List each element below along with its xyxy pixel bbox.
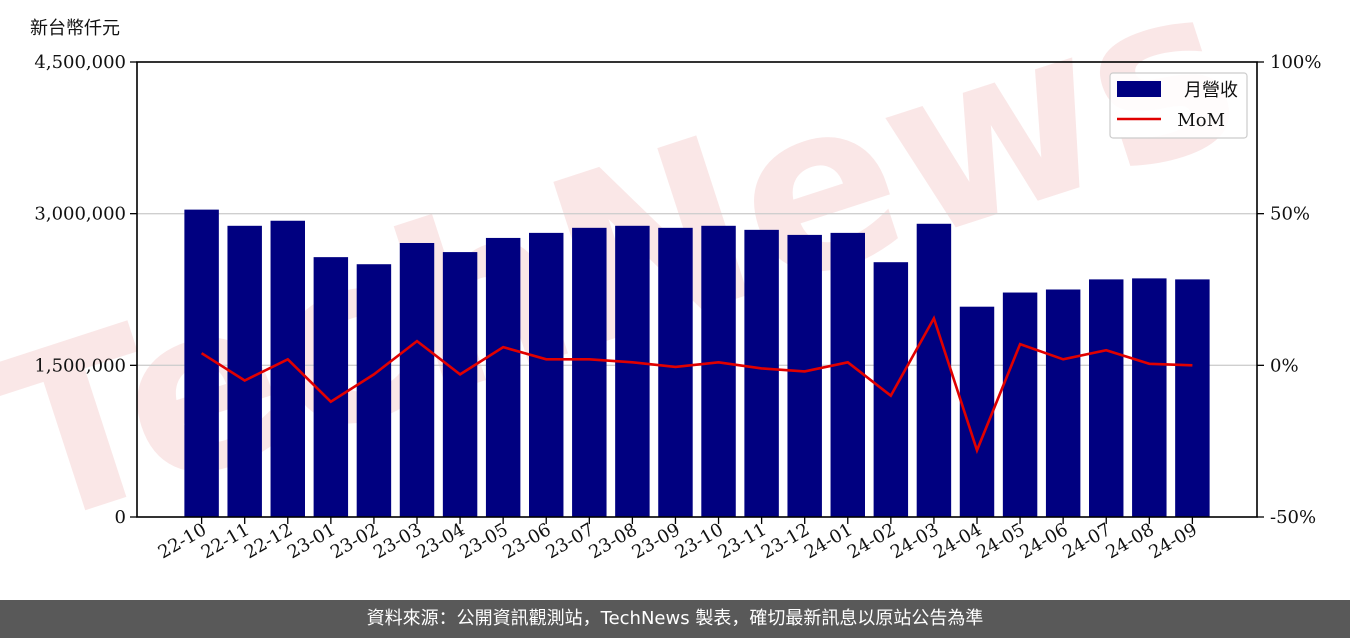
x-tick-label-24-03: 24-03 [887, 519, 942, 563]
x-tick-label-23-07: 23-07 [542, 519, 597, 563]
revenue-bar-22-12 [270, 220, 305, 517]
left-tick-label-0: 0 [115, 507, 126, 528]
revenue-bar-24-07 [1089, 279, 1124, 517]
x-tick-label-22-12: 22-12 [241, 519, 296, 563]
revenue-bar-24-02 [873, 262, 909, 517]
revenue-bar-23-01 [313, 257, 349, 517]
x-tick-label-24-01: 24-01 [801, 519, 856, 563]
x-tick-label-23-01: 23-01 [284, 519, 339, 563]
revenue-bar-23-05 [485, 237, 521, 517]
revenue-bar-24-08 [1132, 278, 1167, 517]
revenue-bar-23-08 [615, 225, 650, 518]
revenue-bar-24-03 [916, 223, 952, 517]
revenue-bar-23-10 [701, 225, 736, 518]
x-tick-label-24-05: 24-05 [973, 519, 1028, 563]
x-tick-label-24-06: 24-06 [1016, 519, 1071, 563]
revenue-bar-23-12 [787, 234, 822, 517]
x-tick-label-24-02: 24-02 [844, 519, 899, 563]
revenue-bar-22-11 [227, 225, 262, 518]
revenue-bar-23-03 [399, 242, 435, 517]
left-tick-label-2: 3,000,000 [34, 204, 126, 225]
revenue-bar-23-11 [744, 229, 779, 517]
revenue-bar-23-07 [572, 227, 607, 518]
right-tick-label-2: 50% [1270, 204, 1310, 225]
legend-label-revenue: 月營收 [1184, 80, 1238, 101]
x-tick-label-24-09: 24-09 [1145, 519, 1200, 563]
revenue-bar-24-05 [1002, 292, 1038, 517]
revenue-bar-23-04 [442, 252, 478, 518]
revenue-bar-24-06 [1045, 289, 1081, 517]
revenue-bar-23-06 [529, 232, 564, 517]
x-tick-label-24-04: 24-04 [930, 519, 985, 563]
legend-swatch-revenue [1117, 81, 1161, 97]
left-tick-label-1: 1,500,000 [34, 355, 126, 376]
x-tick-label-24-08: 24-08 [1102, 519, 1157, 563]
right-tick-label-1: 0% [1270, 355, 1299, 376]
plot-frame [136, 61, 1258, 518]
revenue-chart: TechNews 01,500,0003,000,0004,500,000-50… [0, 0, 1321, 580]
right-tick-label-0: -50% [1270, 507, 1316, 528]
x-tick-label-23-02: 23-02 [327, 519, 382, 563]
x-tick-label-23-09: 23-09 [629, 519, 684, 563]
x-tick-label-23-03: 23-03 [370, 519, 425, 563]
mom-series-line [200, 315, 1193, 455]
x-tick-label-23-11: 23-11 [715, 519, 770, 563]
x-tick-label-23-10: 23-10 [672, 519, 727, 563]
x-tick-label-23-06: 23-06 [499, 519, 554, 563]
revenue-bars [184, 209, 1210, 518]
y-axis-unit-label: 新台幣仟元 [30, 18, 120, 39]
mom-line [200, 315, 1193, 455]
x-tick-label-23-08: 23-08 [585, 519, 640, 563]
x-tick-label-23-12: 23-12 [758, 519, 813, 563]
legend: 月營收 MoM [1109, 72, 1248, 139]
right-tick-label-3: 100% [1270, 52, 1321, 73]
x-tick-label-23-04: 23-04 [413, 519, 468, 563]
revenue-bar-23-02 [356, 264, 392, 517]
revenue-bar-24-09 [1175, 279, 1210, 517]
revenue-bar-24-01 [830, 232, 865, 517]
legend-label-mom: MoM [1177, 110, 1225, 131]
revenue-bar-22-10 [184, 209, 219, 517]
x-tick-label-24-07: 24-07 [1059, 519, 1114, 563]
x-tick-label-23-05: 23-05 [456, 519, 511, 563]
left-tick-label-3: 4,500,000 [34, 52, 126, 73]
revenue-bar-23-09 [658, 227, 693, 518]
source-footer: 資料來源：公開資訊觀測站，TechNews 製表，確切最新訊息以原站公告為準 [0, 600, 1350, 638]
